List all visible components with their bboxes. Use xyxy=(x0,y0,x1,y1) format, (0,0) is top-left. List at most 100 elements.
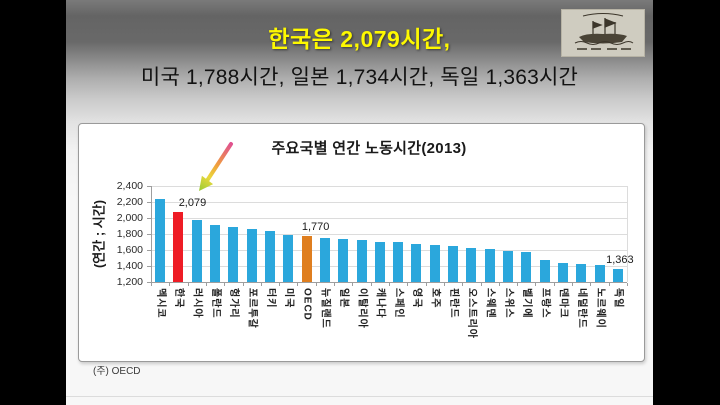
slide-edge-divider xyxy=(66,396,653,397)
x-category-label: 러시아 xyxy=(191,288,203,319)
chart-bar xyxy=(246,229,257,282)
source-note: (주) OECD xyxy=(93,366,141,377)
x-tick-mark xyxy=(260,283,262,286)
x-category-label: 프랑스 xyxy=(539,288,551,319)
x-tick-mark xyxy=(279,283,281,286)
x-category-label: 헝가리 xyxy=(228,288,240,319)
x-category-label: 노르웨이 xyxy=(594,288,606,329)
x-tick-mark xyxy=(627,283,628,286)
chart-bar xyxy=(557,262,568,282)
x-category-label: 멕시코 xyxy=(154,288,166,319)
x-category-label: 스웨덴 xyxy=(484,288,496,319)
x-category-label: 일본 xyxy=(337,288,349,309)
chart-bar xyxy=(265,231,275,282)
chart-bar xyxy=(448,246,459,282)
turtle-ship-logo xyxy=(561,9,645,57)
turtle-ship-stamp-icon xyxy=(574,13,634,50)
x-tick-mark xyxy=(553,283,555,286)
plot-right-border xyxy=(627,186,628,282)
y-gridline xyxy=(151,234,627,235)
x-category-label: OECD xyxy=(301,288,313,321)
x-category-label: 스위스 xyxy=(502,288,514,319)
y-gridline xyxy=(151,218,627,219)
y-tick-mark xyxy=(147,186,151,187)
y-tick-label: 1,200 xyxy=(116,276,143,288)
x-tick-mark xyxy=(297,283,299,286)
y-axis-line xyxy=(151,186,152,282)
chart-bar xyxy=(319,237,330,282)
y-tick-label: 1,600 xyxy=(116,244,143,256)
x-tick-mark xyxy=(315,283,317,286)
y-tick-label: 2,200 xyxy=(116,196,143,208)
chart-bar xyxy=(466,248,477,282)
chart-bar xyxy=(228,227,239,282)
x-tick-mark xyxy=(462,283,464,286)
chart-bar xyxy=(283,234,294,282)
x-category-label: 독일 xyxy=(612,288,624,309)
slide-title: 한국은 2,079시간, xyxy=(268,26,451,52)
x-category-label: 핀란드 xyxy=(447,288,459,319)
x-tick-mark xyxy=(151,283,152,286)
chart-bar xyxy=(521,252,532,282)
x-category-label: 네덜란드 xyxy=(575,288,587,329)
chart-title: 주요국별 연간 노동시간(2013) xyxy=(271,140,467,157)
chart-bar xyxy=(155,199,166,282)
x-category-label: 이탈리아 xyxy=(356,288,368,329)
x-tick-mark xyxy=(535,283,537,286)
annotation-arrow-icon xyxy=(199,142,233,191)
x-tick-mark xyxy=(205,283,207,286)
y-gridline xyxy=(151,250,627,251)
chart-bar xyxy=(173,211,184,282)
chart-bar xyxy=(503,251,513,282)
x-tick-mark xyxy=(224,283,226,286)
x-tick-mark xyxy=(407,283,409,286)
chart-bar xyxy=(210,224,221,282)
x-tick-mark xyxy=(370,283,372,286)
chart-bar xyxy=(411,244,422,282)
slide: 한국은 2,079시간, 미국 1,788시간, 일본 1,734시간, 독일 … xyxy=(66,0,653,405)
x-category-label: 뉴질랜드 xyxy=(319,288,331,329)
x-tick-mark xyxy=(187,283,189,286)
x-category-label: 스페인 xyxy=(392,288,404,319)
chart-bar xyxy=(484,249,495,282)
chart-bar xyxy=(393,242,404,282)
x-tick-mark xyxy=(352,283,354,286)
x-category-label: 캐나다 xyxy=(374,288,386,319)
x-category-label: 벨기에 xyxy=(521,288,533,319)
y-tick-mark xyxy=(147,234,151,235)
bar-data-label: 2,079 xyxy=(178,196,207,209)
x-tick-mark xyxy=(517,283,519,286)
chart-bar xyxy=(191,219,202,282)
x-category-label: 오스트리아 xyxy=(466,288,478,339)
chart-bar xyxy=(594,265,605,282)
y-tick-label: 2,000 xyxy=(116,212,143,224)
x-category-label: 터키 xyxy=(264,288,276,309)
x-category-label: 영국 xyxy=(411,288,423,309)
chart-bar xyxy=(374,241,385,282)
x-tick-mark xyxy=(389,283,390,286)
x-axis-line xyxy=(147,282,627,283)
x-tick-mark xyxy=(242,283,244,286)
x-category-label: 폴란드 xyxy=(209,288,221,319)
x-category-label: 한국 xyxy=(173,288,185,309)
y-tick-mark xyxy=(147,266,151,267)
chart-bar xyxy=(612,268,623,282)
y-tick-label: 1,800 xyxy=(116,228,143,240)
y-tick-label: 1,400 xyxy=(116,260,143,272)
y-gridline xyxy=(151,202,627,203)
y-tick-mark xyxy=(147,250,151,251)
y-tick-label: 2,400 xyxy=(116,180,143,192)
x-tick-mark xyxy=(498,283,500,286)
x-category-label: 덴마크 xyxy=(557,288,569,319)
chart-bar xyxy=(576,264,587,282)
chart-bar xyxy=(429,244,440,282)
x-tick-mark xyxy=(425,283,427,286)
chart-panel: 주요국별 연간 노동시간(2013) (연간 ; 시간) 1,200 1,400 1… xyxy=(78,123,645,362)
slide-subtitle: 미국 1,788시간, 일본 1,734시간, 독일 1,363시간 xyxy=(140,66,579,89)
x-tick-mark xyxy=(608,283,610,286)
x-tick-mark xyxy=(590,283,592,286)
x-category-label: 포르투갈 xyxy=(246,288,258,329)
y-gridline xyxy=(151,266,627,267)
chart-bar xyxy=(338,239,349,282)
x-category-label: 미국 xyxy=(283,288,295,309)
